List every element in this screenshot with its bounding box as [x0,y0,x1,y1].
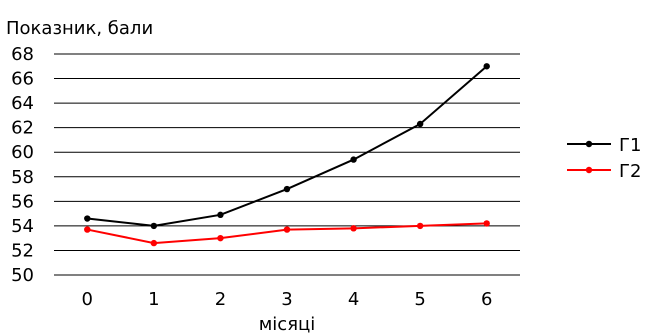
y-tick-label: 64 [11,93,34,114]
series-2-point [283,226,291,233]
legend-label-1: Г1 [619,135,641,156]
series-1-point [416,120,424,128]
series-2-point [217,234,224,242]
x-tick-label: 4 [348,289,359,310]
series-group [84,63,490,247]
series-2-point [350,225,357,232]
x-axis-title: місяці [259,314,316,334]
series-line-1 [87,65,488,227]
x-tick-label: 3 [281,289,292,310]
series-1-point [283,185,291,193]
x-tick-label: 0 [82,289,93,310]
y-tick-label: 56 [11,191,34,212]
series-1-point [217,211,224,219]
legend-label-2: Г2 [619,161,641,182]
series-2-point [84,226,91,233]
y-tick-label: 58 [11,167,34,188]
y-tick-label: 66 [11,69,34,90]
gridlines [54,53,520,276]
series-2-point [150,239,158,247]
series-2-point [416,222,424,230]
legend-marker-2 [585,166,593,174]
y-tick-label: 60 [11,142,34,163]
x-axis-ticks: 0 1 2 3 4 5 6 [82,289,493,310]
series-1-point [84,215,91,222]
x-tick-label: 5 [414,289,425,310]
y-axis-ticks: 50 52 54 56 58 60 62 64 66 68 [11,44,34,286]
series-2-point [483,220,490,227]
y-tick-label: 54 [11,216,34,237]
x-tick-label: 2 [215,289,226,310]
y-axis-title: Показник, бали [6,18,153,39]
y-tick-label: 52 [11,240,34,261]
y-tick-label: 62 [11,118,34,139]
series-1-point [483,63,490,70]
y-tick-label: 68 [11,44,34,65]
x-tick-label: 6 [481,289,492,310]
x-tick-label: 1 [148,289,159,310]
series-1-point [150,222,158,230]
y-tick-label: 50 [11,265,34,286]
series-1-point [350,156,357,163]
legend-marker-1 [585,140,593,148]
